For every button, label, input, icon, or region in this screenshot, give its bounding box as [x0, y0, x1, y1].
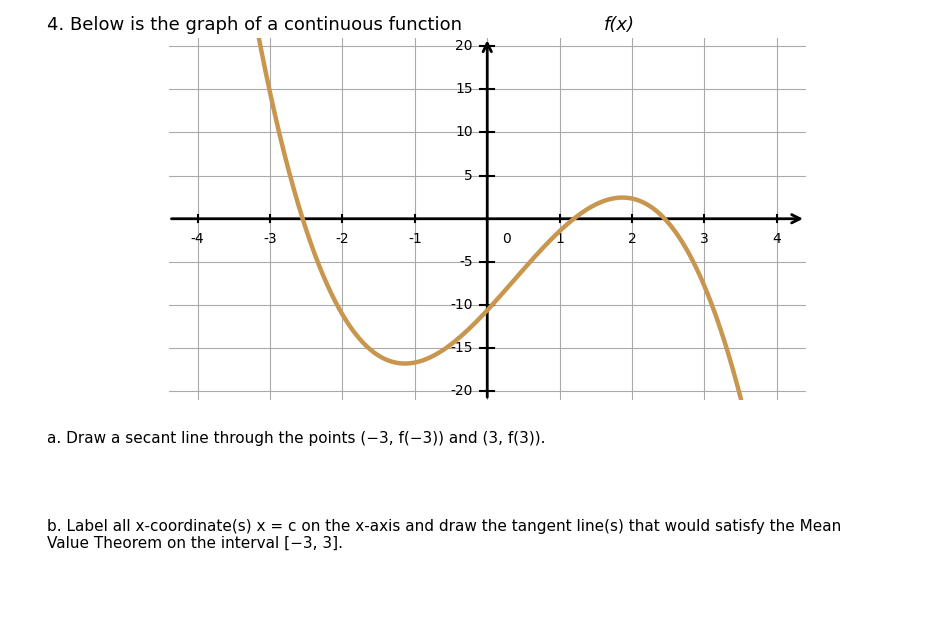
Text: 20: 20	[455, 39, 473, 53]
Text: b. Label all x-coordinate(s) x = c on the x-axis and draw the tangent line(s) th: b. Label all x-coordinate(s) x = c on th…	[47, 519, 841, 551]
Text: -4: -4	[191, 232, 204, 246]
Text: 4: 4	[771, 232, 781, 246]
Text: 3: 3	[699, 232, 708, 246]
Text: f(x): f(x)	[603, 16, 634, 34]
Text: 15: 15	[455, 82, 473, 96]
Text: 1: 1	[555, 232, 563, 246]
Text: 0: 0	[501, 232, 510, 246]
Text: -10: -10	[450, 298, 473, 312]
Text: 2: 2	[627, 232, 636, 246]
Text: -20: -20	[450, 384, 473, 398]
Text: -15: -15	[450, 341, 473, 355]
Text: -1: -1	[407, 232, 421, 246]
Text: -2: -2	[335, 232, 349, 246]
Text: a. Draw a secant line through the points (−3, f(−3)) and (3, f(3)).: a. Draw a secant line through the points…	[47, 431, 545, 446]
Text: 4. Below is the graph of a continuous function: 4. Below is the graph of a continuous fu…	[47, 16, 467, 34]
Text: -3: -3	[263, 232, 276, 246]
Text: 5: 5	[463, 169, 473, 182]
Text: -5: -5	[459, 255, 473, 269]
Text: 10: 10	[455, 126, 473, 139]
